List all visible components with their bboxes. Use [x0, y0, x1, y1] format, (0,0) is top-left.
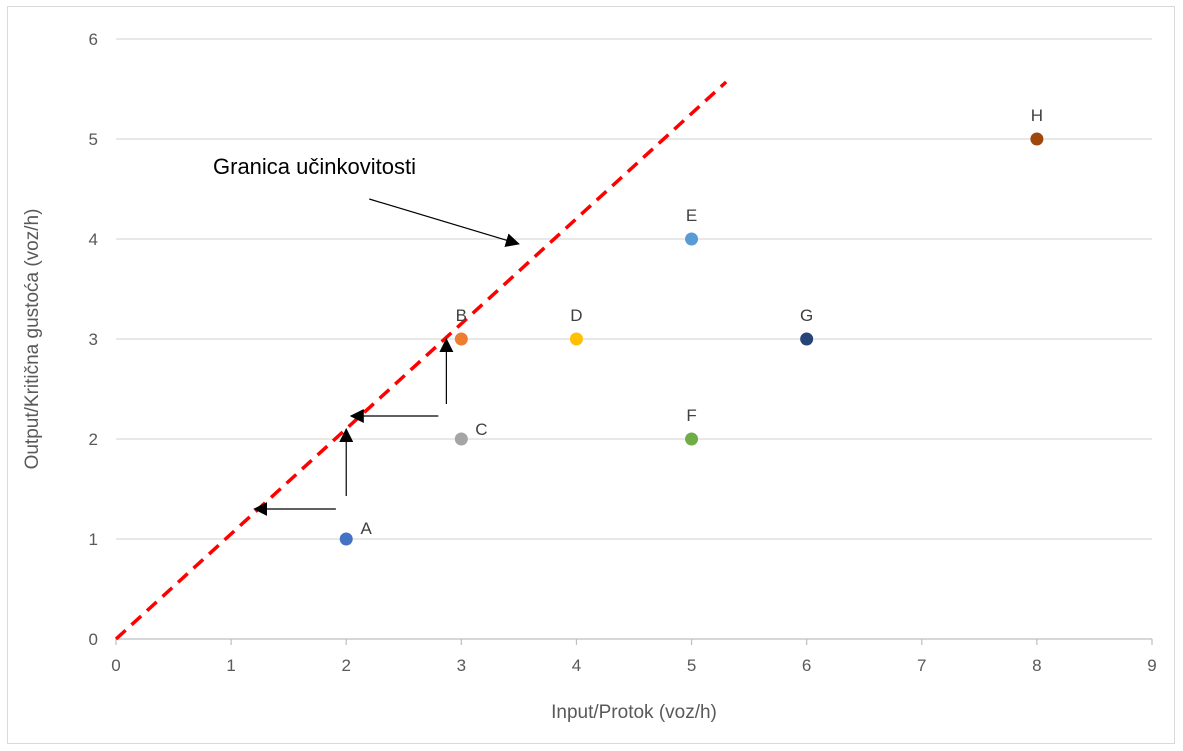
annotation-arrow: [369, 198, 520, 247]
axes: 0 1 2 3 4 5 6 0 1 2 3 4 5 6 7 8 9: [89, 30, 1157, 675]
y-tick-label: 2: [89, 430, 98, 449]
data-points: A B C D E F G H: [339, 106, 1044, 546]
data-point-label: E: [686, 206, 697, 225]
data-point: [685, 432, 699, 446]
y-tick-label: 1: [89, 530, 98, 549]
chart-frame: 0 1 2 3 4 5 6 0 1 2 3 4 5 6 7 8 9 A B C D E F G H Input/Protok …: [7, 6, 1175, 744]
x-axis-title: Input/Protok (voz/h): [551, 702, 717, 723]
data-point-label: B: [456, 306, 467, 325]
data-point: [454, 332, 468, 346]
data-point: [685, 232, 699, 246]
data-point: [1030, 132, 1044, 146]
projection-arrows: [253, 198, 520, 516]
y-axis-title: Output/Kritična gustoća (voz/h): [22, 209, 43, 470]
x-tick-label: 6: [802, 656, 811, 675]
y-tick-label: 4: [89, 230, 98, 249]
y-tick-label: 0: [89, 630, 98, 649]
efficiency-frontier: [114, 80, 728, 641]
x-tick-label: 1: [226, 656, 235, 675]
data-point-label: F: [686, 406, 696, 425]
scatter-chart: 0 1 2 3 4 5 6 0 1 2 3 4 5 6 7 8 9 A B C D E F G H Input/Protok …: [22, 30, 1157, 723]
data-point: [800, 332, 814, 346]
x-tick-label: 3: [457, 656, 466, 675]
data-point: [454, 432, 468, 446]
y-tick-label: 6: [89, 30, 98, 49]
x-tick-label: 4: [572, 656, 581, 675]
frontier-annotation-label: Granica učinkovitosti: [213, 154, 416, 179]
y-tick-label: 5: [89, 130, 98, 149]
data-point-label: G: [800, 306, 813, 325]
x-tick-label: 0: [111, 656, 120, 675]
data-point-label: C: [475, 420, 487, 439]
x-tick-label: 9: [1147, 656, 1156, 675]
data-point-label: H: [1031, 106, 1043, 125]
frontier-line: [114, 80, 728, 641]
x-tick-label: 8: [1032, 656, 1041, 675]
x-tick-label: 5: [687, 656, 696, 675]
gridlines: [116, 38, 1152, 540]
data-point: [569, 332, 583, 346]
x-tick-label: 7: [917, 656, 926, 675]
y-tick-label: 3: [89, 330, 98, 349]
data-point-label: A: [361, 519, 373, 538]
x-tick-label: 2: [341, 656, 350, 675]
data-point-label: D: [570, 306, 582, 325]
data-point: [339, 532, 353, 546]
